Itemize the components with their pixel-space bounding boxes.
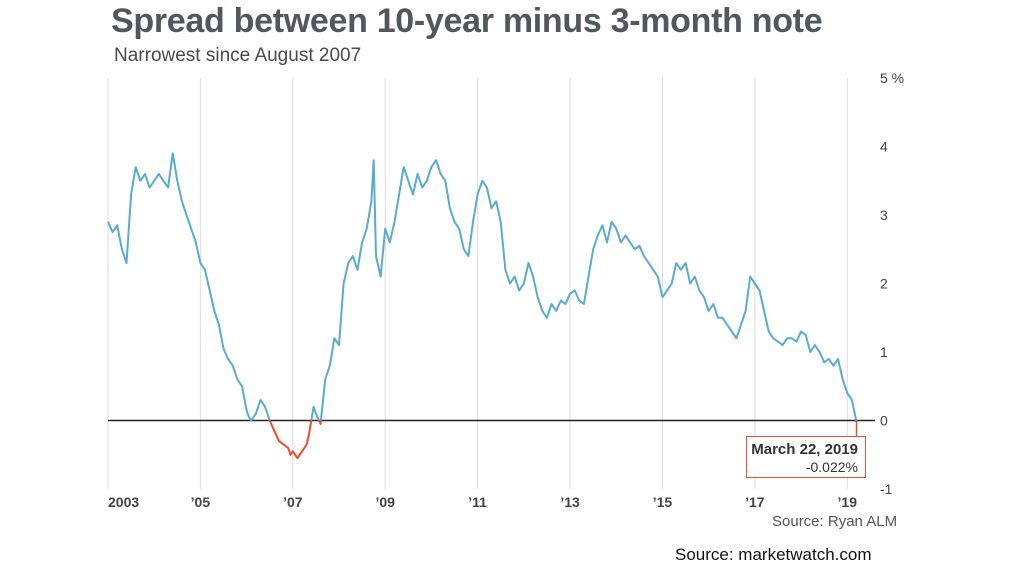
series-line-negative	[318, 420, 322, 425]
x-tick-label: ’17	[745, 494, 765, 510]
y-tick-label: -1	[880, 481, 893, 497]
chart-subtitle: Narrowest since August 2007	[114, 45, 362, 66]
x-tick-label: ’13	[560, 494, 580, 510]
annotation-value: -0.022%	[805, 459, 858, 475]
series-line-positive	[319, 159, 858, 421]
series-line-positive	[107, 152, 271, 422]
x-tick-label: ’07	[283, 494, 303, 510]
x-tick-label: 2003	[108, 494, 139, 510]
chart-title: Spread between 10-year minus 3-month not…	[111, 2, 823, 40]
y-tick-label: 1	[880, 344, 888, 360]
x-tick-label: ’19	[838, 494, 858, 510]
x-tick-label: ’09	[375, 494, 395, 510]
annotation-date: March 22, 2019	[751, 441, 858, 458]
x-axis-ticks: 2003 ’05 ’07 ’09 ’11 ’13 ’15 ’17 ’19	[108, 494, 857, 510]
annotation-callout: March 22, 2019 -0.022%	[746, 436, 866, 478]
series-line-negative	[268, 420, 313, 460]
y-tick-label: 4	[880, 139, 888, 155]
x-tick-label: ’11	[468, 494, 487, 510]
y-tick-label: 2	[880, 276, 888, 292]
grid-lines	[107, 78, 875, 489]
y-axis-ticks: 5 % 4 3 2 1 0 -1	[880, 70, 904, 497]
y-tick-label: 0	[880, 413, 888, 429]
series-line-positive	[310, 405, 320, 421]
y-tick-label: 5 %	[880, 70, 904, 86]
credit-note: Source: marketwatch.com	[675, 545, 872, 564]
x-tick-label: ’05	[191, 494, 211, 510]
source-note: Source: Ryan ALM	[772, 513, 898, 530]
series-lines	[107, 152, 858, 460]
y-tick-label: 3	[880, 207, 888, 223]
x-tick-label: ’15	[653, 494, 673, 510]
